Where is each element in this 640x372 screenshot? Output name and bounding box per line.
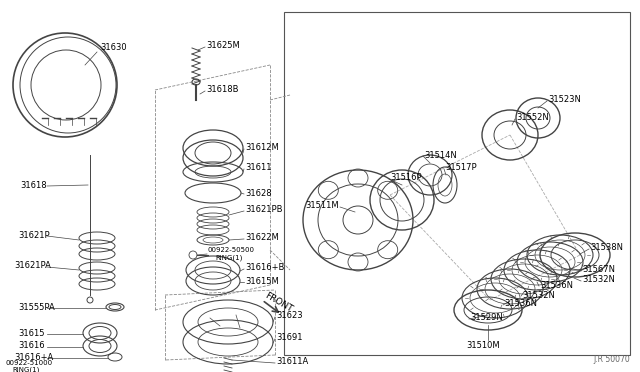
Text: 31630: 31630 bbox=[100, 42, 127, 51]
Text: 31623: 31623 bbox=[276, 311, 303, 321]
Text: 31536N: 31536N bbox=[540, 280, 573, 289]
Text: 31616+A: 31616+A bbox=[14, 353, 53, 362]
Text: 31611: 31611 bbox=[245, 164, 271, 173]
Text: FRONT: FRONT bbox=[263, 291, 294, 314]
Text: 31567N: 31567N bbox=[582, 266, 615, 275]
Text: 31621P: 31621P bbox=[18, 231, 50, 240]
Text: 31622M: 31622M bbox=[245, 234, 279, 243]
Text: 31516P: 31516P bbox=[390, 173, 422, 183]
Text: 31510M: 31510M bbox=[466, 340, 500, 350]
Text: 31552N: 31552N bbox=[516, 113, 548, 122]
Text: 31621PA: 31621PA bbox=[14, 262, 51, 270]
Text: 31612M: 31612M bbox=[245, 144, 279, 153]
Text: 31511M: 31511M bbox=[305, 201, 339, 209]
Text: 31628: 31628 bbox=[245, 189, 271, 198]
Text: 31618B: 31618B bbox=[206, 86, 239, 94]
Text: 31555PA: 31555PA bbox=[18, 302, 55, 311]
Text: 31529N: 31529N bbox=[470, 314, 503, 323]
Text: 31532N: 31532N bbox=[522, 291, 555, 299]
Text: 31615: 31615 bbox=[18, 328, 45, 337]
Text: 31616+B: 31616+B bbox=[245, 263, 284, 273]
Text: 31514N: 31514N bbox=[424, 151, 457, 160]
Text: 31615M: 31615M bbox=[245, 276, 279, 285]
Text: 31618: 31618 bbox=[20, 180, 47, 189]
Text: 31523N: 31523N bbox=[548, 96, 581, 105]
Text: 31517P: 31517P bbox=[445, 164, 477, 173]
Text: 31691: 31691 bbox=[276, 334, 303, 343]
Text: 31532N: 31532N bbox=[582, 276, 615, 285]
Text: 31536N: 31536N bbox=[504, 299, 537, 308]
Text: 31616: 31616 bbox=[18, 341, 45, 350]
Text: RING(1): RING(1) bbox=[12, 367, 40, 372]
Bar bbox=[284, 12, 630, 355]
Text: 00922-50500: 00922-50500 bbox=[208, 247, 255, 253]
Text: 31621PB: 31621PB bbox=[245, 205, 282, 215]
Text: 00922-51000: 00922-51000 bbox=[5, 360, 52, 366]
Text: 31611A: 31611A bbox=[276, 357, 308, 366]
Text: 31538N: 31538N bbox=[590, 244, 623, 253]
Text: J.R 50070: J.R 50070 bbox=[593, 356, 630, 365]
Text: 31625M: 31625M bbox=[206, 41, 240, 49]
Text: RING(1): RING(1) bbox=[215, 255, 243, 261]
